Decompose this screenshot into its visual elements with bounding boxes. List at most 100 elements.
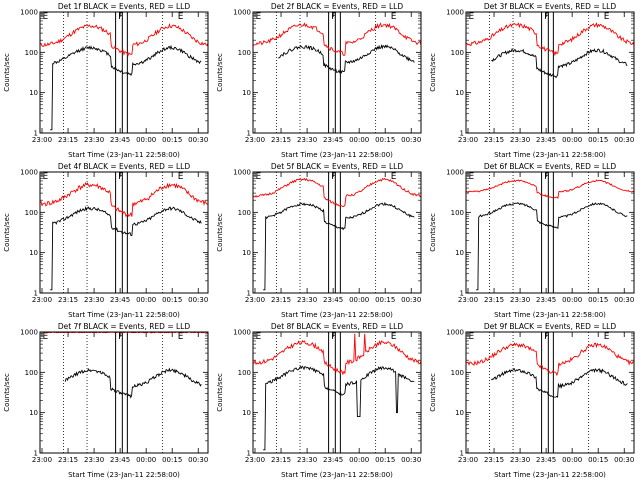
interval-marker-label: E — [256, 332, 262, 342]
chart-panel-9: Det 9f BLACK = Events, RED = LLD Counts/s… — [429, 322, 635, 479]
interval-marker-label: E — [256, 172, 262, 182]
interval-marker-label: F — [544, 12, 549, 22]
plot-frame — [252, 171, 422, 294]
x-tick-label: 00:30 — [188, 296, 208, 304]
x-tick-label: 23:15 — [58, 296, 78, 304]
interval-marker-label: E — [391, 332, 397, 342]
y-axis-label: Counts/sec — [216, 53, 224, 92]
x-tick-label: 00:15 — [588, 296, 608, 304]
x-tick-label: 23:45 — [536, 136, 556, 144]
y-axis-label: Counts/sec — [216, 373, 224, 412]
interval-marker-label: F — [118, 332, 123, 342]
x-tick-label: 00:00 — [136, 136, 156, 144]
interval-marker-label: F — [331, 172, 336, 182]
y-tick-label: 1000 — [233, 329, 251, 337]
x-tick-label: 23:30 — [297, 296, 317, 304]
y-tick-label: 10 — [242, 249, 251, 257]
chart-title: Det 1f BLACK = Events, RED = LLD — [58, 2, 191, 11]
chart-panel-6: Det 6f BLACK = Events, RED = LLD Counts/s… — [429, 162, 635, 319]
x-tick-label: 00:30 — [614, 136, 634, 144]
series-line-lld — [39, 23, 209, 57]
series-line-events — [490, 368, 628, 398]
y-tick-label: 10 — [242, 409, 251, 417]
x-tick-label: 23:30 — [84, 136, 104, 144]
interval-marker-label: E — [43, 12, 49, 22]
y-tick-label: 10 — [455, 89, 464, 97]
chart-title: Det 7f BLACK = Events, RED = LLD — [58, 322, 191, 331]
interval-marker-label: F — [544, 172, 549, 182]
chart-panel-2: Det 2f BLACK = Events, RED = LLD Counts/s… — [216, 2, 422, 159]
x-tick-label: 00:15 — [375, 296, 395, 304]
x-tick-label: 23:00 — [32, 456, 52, 464]
x-tick-label: 23:45 — [323, 136, 343, 144]
y-tick-label: 100 — [238, 49, 251, 57]
series-line-lld — [252, 177, 422, 208]
y-axis-label: Counts/sec — [3, 373, 11, 412]
x-tick-label: 00:15 — [162, 136, 182, 144]
x-tick-label: 00:30 — [401, 296, 421, 304]
interval-marker-label: E — [604, 332, 610, 342]
interval-marker-label: F — [331, 332, 336, 342]
y-tick-label: 10 — [29, 409, 38, 417]
plot-frame — [39, 11, 209, 134]
chart-title: Det 9f BLACK = Events, RED = LLD — [484, 322, 617, 331]
plot-frame — [39, 171, 209, 294]
chart-title: Det 3f BLACK = Events, RED = LLD — [484, 2, 617, 11]
series-line-events — [476, 202, 628, 291]
x-axis-label: Start Time (23-Jan-11 22:58:00) — [494, 471, 606, 479]
x-tick-label: 23:30 — [297, 136, 317, 144]
interval-marker-label: E — [256, 12, 262, 22]
y-tick-label: 100 — [238, 209, 251, 217]
interval-marker-label: E — [43, 332, 49, 342]
x-tick-label: 23:00 — [245, 136, 265, 144]
interval-marker-label: E — [469, 172, 475, 182]
y-tick-label: 10 — [455, 409, 464, 417]
x-tick-label: 23:30 — [510, 136, 530, 144]
y-tick-label: 100 — [25, 49, 38, 57]
x-tick-label: 00:00 — [136, 296, 156, 304]
y-tick-label: 100 — [451, 49, 464, 57]
interval-marker-label: E — [391, 172, 397, 182]
chart-title: Det 8f BLACK = Events, RED = LLD — [271, 322, 404, 331]
series-line-lld — [252, 22, 422, 57]
x-tick-label: 23:15 — [271, 136, 291, 144]
y-axis-label: Counts/sec — [3, 53, 11, 92]
series-line-events — [491, 48, 628, 79]
y-axis-label: Counts/sec — [429, 53, 437, 92]
x-axis-label: Start Time (23-Jan-11 22:58:00) — [281, 151, 393, 159]
y-tick-label: 10 — [29, 249, 38, 257]
y-axis-label: Counts/sec — [216, 213, 224, 252]
x-tick-label: 23:30 — [84, 296, 104, 304]
chart-panel-7: Det 7f BLACK = Events, RED = LLD Counts/s… — [3, 322, 209, 479]
x-tick-label: 23:00 — [32, 296, 52, 304]
y-tick-label: 1 — [247, 290, 251, 298]
interval-marker-label: E — [469, 332, 475, 342]
series-line-lld — [253, 333, 422, 376]
x-tick-label: 23:45 — [110, 136, 130, 144]
x-tick-label: 00:15 — [375, 136, 395, 144]
chart-title: Det 6f BLACK = Events, RED = LLD — [484, 162, 617, 171]
chart-title: Det 4f BLACK = Events, RED = LLD — [58, 162, 191, 171]
y-tick-label: 1 — [460, 450, 464, 458]
x-tick-label: 00:30 — [401, 136, 421, 144]
chart-panel-5: Det 5f BLACK = Events, RED = LLD Counts/s… — [216, 162, 422, 319]
x-tick-label: 23:30 — [84, 456, 104, 464]
x-tick-label: 23:00 — [458, 456, 478, 464]
x-tick-label: 00:15 — [162, 296, 182, 304]
series-line-lld — [465, 21, 635, 57]
y-tick-label: 100 — [25, 369, 38, 377]
plot-frame — [252, 11, 422, 134]
y-tick-label: 1000 — [20, 169, 38, 177]
x-axis-label: Start Time (23-Jan-11 22:58:00) — [494, 151, 606, 159]
y-tick-label: 1000 — [233, 169, 251, 177]
x-tick-label: 23:15 — [271, 456, 291, 464]
plot-frame — [465, 11, 635, 134]
x-tick-label: 00:30 — [614, 296, 634, 304]
chart-panel-1: Det 1f BLACK = Events, RED = LLD Counts/s… — [3, 2, 209, 159]
x-tick-label: 00:15 — [375, 456, 395, 464]
x-tick-label: 00:00 — [349, 136, 369, 144]
y-tick-label: 1 — [247, 450, 251, 458]
x-axis-label: Start Time (23-Jan-11 22:58:00) — [281, 311, 393, 319]
x-tick-label: 23:30 — [510, 456, 530, 464]
